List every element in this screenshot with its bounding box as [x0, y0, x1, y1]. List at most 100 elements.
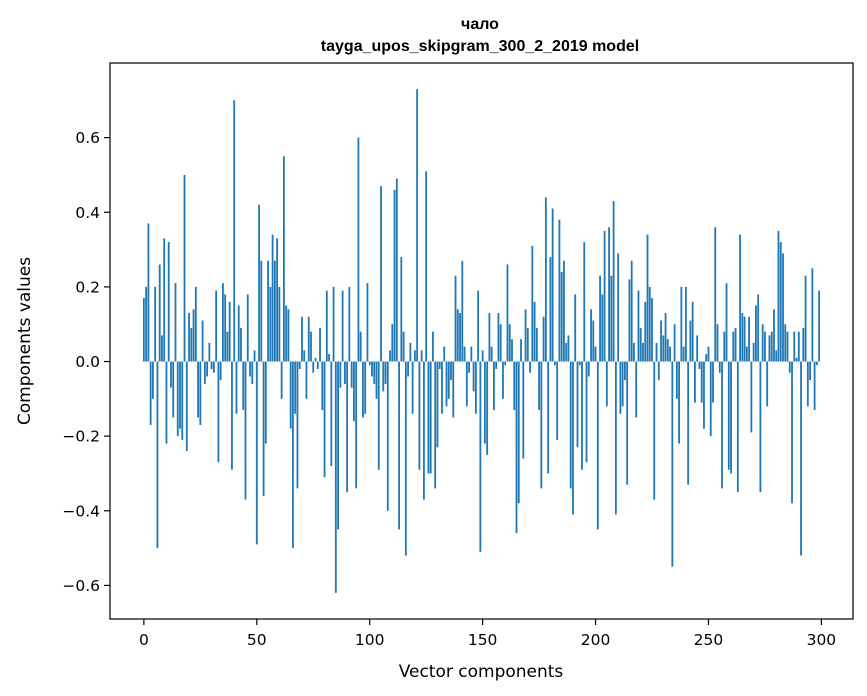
bar	[276, 238, 279, 362]
bar	[592, 320, 595, 362]
bar	[409, 342, 412, 362]
bar	[630, 260, 633, 362]
bar	[296, 361, 299, 489]
bar	[262, 361, 265, 496]
bar	[499, 324, 502, 362]
bar	[818, 290, 821, 362]
bar	[646, 234, 649, 362]
bar	[316, 361, 319, 369]
bar	[504, 361, 507, 366]
bar	[700, 361, 703, 403]
bar	[743, 316, 746, 362]
bar	[526, 327, 529, 362]
bar	[474, 361, 477, 414]
bar	[287, 309, 290, 362]
bar	[149, 361, 152, 425]
bar	[684, 286, 687, 362]
bar	[531, 245, 534, 362]
bar	[375, 361, 378, 399]
bar	[468, 361, 470, 373]
bar	[465, 361, 468, 407]
bar	[721, 361, 723, 489]
bar	[757, 294, 760, 362]
bar	[278, 286, 281, 362]
bar	[282, 156, 285, 362]
bar	[739, 234, 741, 362]
bar	[614, 361, 617, 515]
bar	[176, 361, 179, 437]
bar	[653, 361, 656, 500]
bar	[212, 361, 215, 373]
bar	[158, 264, 161, 362]
bar	[389, 350, 391, 362]
bar	[314, 357, 317, 362]
bar	[219, 361, 222, 381]
bar	[244, 361, 247, 500]
bar	[802, 327, 805, 362]
bar	[264, 361, 267, 444]
bar	[590, 309, 592, 362]
bar	[603, 230, 606, 362]
bar	[502, 361, 504, 399]
bar	[707, 346, 710, 362]
bar	[529, 361, 531, 373]
bar	[727, 361, 730, 470]
bar	[416, 89, 419, 362]
bar	[156, 361, 159, 549]
x-tick-label: 100	[355, 631, 385, 649]
bar	[404, 361, 407, 556]
bar	[732, 331, 735, 362]
bar	[513, 361, 516, 411]
y-axis: −0.6 −0.4 −0.2 0.0 0.2 0.4 0.6	[62, 129, 110, 595]
bar	[323, 361, 326, 478]
bar	[547, 361, 550, 474]
bar	[800, 361, 802, 556]
bar	[508, 324, 511, 362]
bar	[163, 238, 166, 362]
chart-title: чало	[461, 16, 499, 33]
bar	[635, 361, 638, 418]
bar	[181, 361, 184, 440]
bar	[459, 313, 461, 362]
bar	[628, 279, 631, 362]
bar	[154, 286, 157, 362]
bar	[619, 361, 622, 414]
bar	[210, 361, 213, 369]
y-tick-label: −0.4	[62, 502, 100, 520]
bar	[165, 361, 168, 444]
bar	[289, 361, 292, 429]
bar	[583, 242, 586, 362]
bar	[142, 298, 145, 362]
bar	[330, 361, 333, 466]
bar	[773, 309, 775, 362]
bar	[558, 219, 561, 362]
bar	[332, 286, 335, 362]
bar	[703, 361, 705, 429]
bar	[208, 342, 211, 362]
bar	[578, 361, 581, 366]
bar	[784, 324, 787, 362]
bar	[567, 335, 570, 362]
bar	[560, 271, 563, 362]
bar	[522, 361, 525, 459]
bar	[447, 361, 450, 399]
bar	[694, 361, 696, 403]
bar	[479, 361, 482, 552]
bar	[343, 361, 346, 384]
bar	[418, 361, 421, 470]
bar	[174, 283, 177, 362]
bar	[734, 327, 737, 362]
bar	[736, 361, 739, 493]
bar	[490, 346, 493, 362]
bar	[231, 361, 233, 470]
bar	[813, 361, 816, 411]
bar	[748, 316, 751, 362]
bar	[170, 361, 172, 388]
bar	[337, 361, 339, 530]
bar	[680, 286, 683, 362]
bar	[639, 327, 642, 362]
bar	[687, 361, 690, 485]
bar	[432, 331, 434, 362]
bar	[371, 361, 373, 377]
